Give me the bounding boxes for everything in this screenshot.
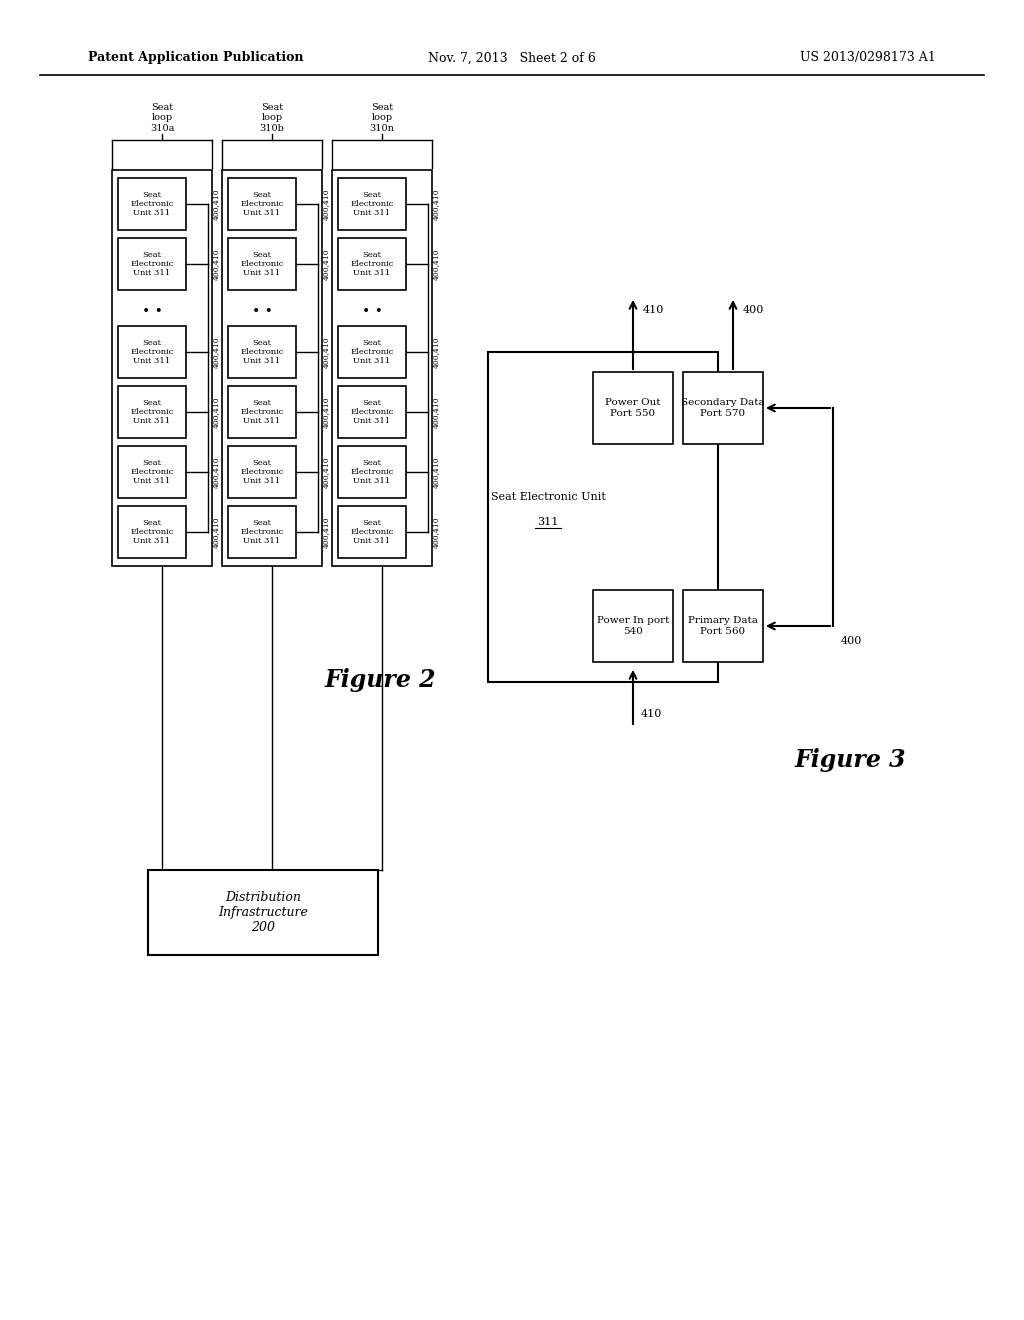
Text: Seat
Electronic
Unit 311: Seat Electronic Unit 311 xyxy=(241,519,284,545)
Text: Seat
Electronic
Unit 311: Seat Electronic Unit 311 xyxy=(350,339,393,366)
Text: Seat
Electronic
Unit 311: Seat Electronic Unit 311 xyxy=(130,399,174,425)
Text: Power In port
540: Power In port 540 xyxy=(597,616,670,636)
Bar xyxy=(118,326,186,378)
Text: 400,410: 400,410 xyxy=(322,516,330,548)
Text: 400,410: 400,410 xyxy=(432,396,440,428)
Bar xyxy=(338,506,406,558)
Bar xyxy=(118,385,186,438)
Text: Seat
Electronic
Unit 311: Seat Electronic Unit 311 xyxy=(350,459,393,486)
Text: Seat
loop
310b: Seat loop 310b xyxy=(259,103,285,133)
Text: 400,410: 400,410 xyxy=(432,516,440,548)
Text: 400,410: 400,410 xyxy=(322,337,330,368)
Bar xyxy=(222,170,322,566)
Bar xyxy=(228,506,296,558)
Text: 400,410: 400,410 xyxy=(212,337,220,368)
Bar xyxy=(118,178,186,230)
Text: Power Out
Port 550: Power Out Port 550 xyxy=(605,399,660,417)
Text: 400,410: 400,410 xyxy=(322,396,330,428)
Bar xyxy=(593,372,673,444)
Text: Seat Electronic Unit: Seat Electronic Unit xyxy=(490,492,605,502)
Text: 400,410: 400,410 xyxy=(212,516,220,548)
Text: Figure 3: Figure 3 xyxy=(795,748,906,772)
Text: 400,410: 400,410 xyxy=(212,248,220,280)
Bar xyxy=(338,446,406,498)
Text: Seat
Electronic
Unit 311: Seat Electronic Unit 311 xyxy=(350,519,393,545)
Text: Seat
Electronic
Unit 311: Seat Electronic Unit 311 xyxy=(350,399,393,425)
Text: 410: 410 xyxy=(641,709,663,719)
Bar xyxy=(228,238,296,290)
Text: Seat
Electronic
Unit 311: Seat Electronic Unit 311 xyxy=(130,339,174,366)
Bar xyxy=(488,352,718,682)
Text: Seat
Electronic
Unit 311: Seat Electronic Unit 311 xyxy=(350,191,393,218)
Text: 400,410: 400,410 xyxy=(432,189,440,220)
Text: 400,410: 400,410 xyxy=(212,396,220,428)
Bar xyxy=(332,170,432,566)
Text: 400: 400 xyxy=(841,636,862,645)
Text: Primary Data
Port 560: Primary Data Port 560 xyxy=(688,616,758,636)
Bar xyxy=(118,238,186,290)
Text: • •: • • xyxy=(361,305,382,319)
Bar xyxy=(228,385,296,438)
Text: 400,410: 400,410 xyxy=(322,189,330,220)
Bar xyxy=(338,326,406,378)
Text: Seat
Electronic
Unit 311: Seat Electronic Unit 311 xyxy=(241,191,284,218)
Text: Patent Application Publication: Patent Application Publication xyxy=(88,51,303,65)
Text: 410: 410 xyxy=(643,305,665,315)
Text: Nov. 7, 2013   Sheet 2 of 6: Nov. 7, 2013 Sheet 2 of 6 xyxy=(428,51,596,65)
Text: 400,410: 400,410 xyxy=(322,248,330,280)
Text: US 2013/0298173 A1: US 2013/0298173 A1 xyxy=(800,51,936,65)
Text: Seat
Electronic
Unit 311: Seat Electronic Unit 311 xyxy=(130,459,174,486)
Text: Figure 2: Figure 2 xyxy=(325,668,436,692)
Text: Seat
Electronic
Unit 311: Seat Electronic Unit 311 xyxy=(130,251,174,277)
Text: Seat
Electronic
Unit 311: Seat Electronic Unit 311 xyxy=(350,251,393,277)
Text: • •: • • xyxy=(141,305,163,319)
Text: Seat
Electronic
Unit 311: Seat Electronic Unit 311 xyxy=(241,339,284,366)
Text: Seat
Electronic
Unit 311: Seat Electronic Unit 311 xyxy=(130,191,174,218)
Bar xyxy=(148,870,378,954)
Text: 311: 311 xyxy=(538,517,559,527)
Text: 400,410: 400,410 xyxy=(212,189,220,220)
Bar xyxy=(118,506,186,558)
Bar xyxy=(228,326,296,378)
Bar xyxy=(228,178,296,230)
Bar xyxy=(338,178,406,230)
Text: 400,410: 400,410 xyxy=(322,457,330,488)
Bar xyxy=(338,238,406,290)
Text: Secondary Data
Port 570: Secondary Data Port 570 xyxy=(681,399,765,417)
Text: 400,410: 400,410 xyxy=(432,337,440,368)
Text: Distribution
Infrastructure
200: Distribution Infrastructure 200 xyxy=(218,891,308,935)
Bar xyxy=(338,385,406,438)
Text: Seat
Electronic
Unit 311: Seat Electronic Unit 311 xyxy=(130,519,174,545)
Text: 400: 400 xyxy=(743,305,764,315)
Text: Seat
Electronic
Unit 311: Seat Electronic Unit 311 xyxy=(241,459,284,486)
Text: 400,410: 400,410 xyxy=(432,248,440,280)
Bar xyxy=(593,590,673,663)
Text: 400,410: 400,410 xyxy=(212,457,220,488)
Text: Seat
Electronic
Unit 311: Seat Electronic Unit 311 xyxy=(241,399,284,425)
Bar xyxy=(118,446,186,498)
Bar xyxy=(683,372,763,444)
Bar xyxy=(228,446,296,498)
Text: 400,410: 400,410 xyxy=(432,457,440,488)
Text: • •: • • xyxy=(252,305,272,319)
Text: Seat
Electronic
Unit 311: Seat Electronic Unit 311 xyxy=(241,251,284,277)
Bar xyxy=(683,590,763,663)
Text: Seat
loop
310n: Seat loop 310n xyxy=(370,103,394,133)
Bar xyxy=(112,170,212,566)
Text: Seat
loop
310a: Seat loop 310a xyxy=(150,103,174,133)
